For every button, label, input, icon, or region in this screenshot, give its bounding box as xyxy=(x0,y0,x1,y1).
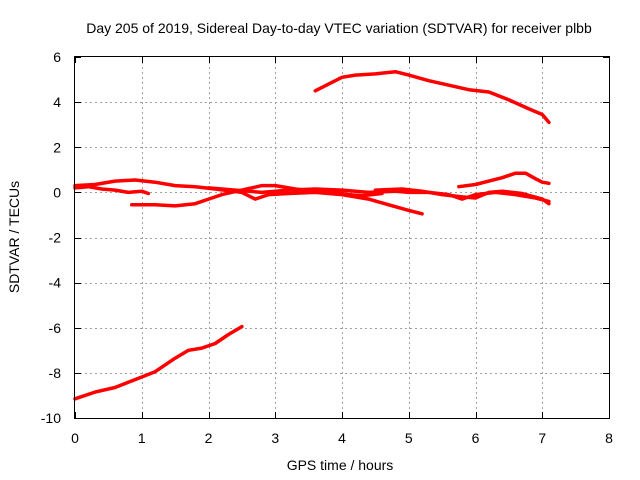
y-tick-label: 2 xyxy=(53,139,61,155)
y-tick-label: -8 xyxy=(49,365,62,381)
tick-layer xyxy=(75,57,610,419)
y-tick-label: 6 xyxy=(53,49,61,65)
x-tick-label: 0 xyxy=(71,430,79,446)
x-tick-label: 4 xyxy=(338,430,346,446)
series-line-arc-d xyxy=(206,186,551,204)
series-line-arc-upper xyxy=(313,69,551,125)
y-tick-label: -6 xyxy=(49,320,62,336)
y-tick-label: 0 xyxy=(53,184,61,200)
series-line-arc-e xyxy=(373,187,551,206)
series-line-arc-a xyxy=(73,178,424,216)
series-line-arc-b xyxy=(73,184,151,196)
x-tick-labels: 0 1 2 3 4 5 6 7 8 xyxy=(71,430,613,446)
x-tick-label: 8 xyxy=(605,430,613,446)
x-tick-label: 3 xyxy=(271,430,279,446)
series-layer xyxy=(73,69,551,401)
x-tick-label: 7 xyxy=(538,430,546,446)
y-tick-label: -2 xyxy=(49,230,62,246)
chart-title: Day 205 of 2019, Sidereal Day-to-day VTE… xyxy=(86,20,592,36)
y-tick-labels: -10 -8 -6 -4 -2 0 2 4 6 xyxy=(41,49,61,426)
y-tick-label: -4 xyxy=(49,275,62,291)
y-axis-title: SDTVAR / TECUs xyxy=(6,181,22,293)
x-tick-label: 6 xyxy=(472,430,480,446)
y-tick-label: -10 xyxy=(41,410,61,426)
x-axis-title: GPS time / hours xyxy=(287,457,394,473)
x-tick-label: 1 xyxy=(138,430,146,446)
x-tick-label: 2 xyxy=(205,430,213,446)
series-line-arc-low xyxy=(73,324,244,401)
plot-frame xyxy=(74,56,610,419)
series-line-arc-c xyxy=(129,183,384,208)
y-tick-label: 4 xyxy=(53,94,61,110)
series-line-arc-f xyxy=(457,171,551,189)
x-tick-label: 5 xyxy=(405,430,413,446)
